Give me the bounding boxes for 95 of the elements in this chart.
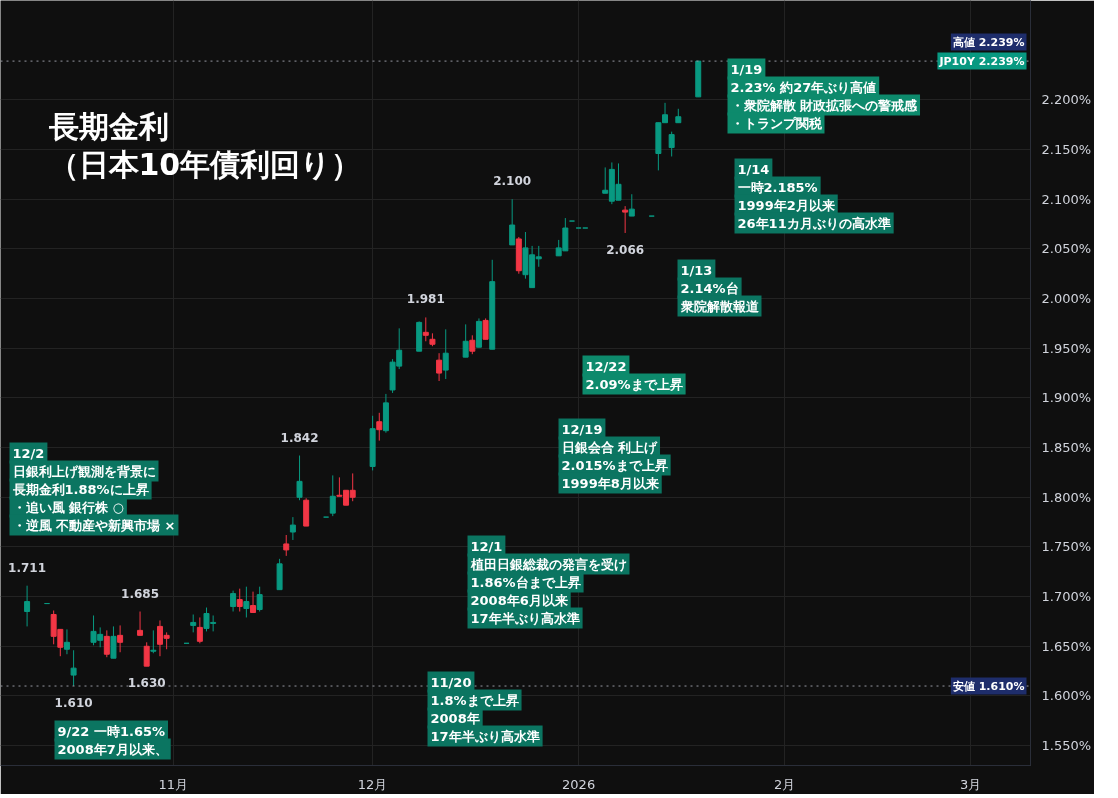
candlestick (137, 611, 144, 636)
annotation: 12/2 (12, 445, 45, 461)
x-tick-label: 11月 (158, 776, 189, 792)
annotation: 17年半ぶり高水準 (430, 728, 540, 744)
annotation: 2.23% 約27年ぶり高値 (730, 79, 877, 95)
candlestick (376, 412, 383, 442)
annotation: 1.685 (121, 586, 160, 601)
candlestick (442, 328, 449, 380)
annotation: 1.711 (8, 560, 47, 575)
ref-line-label: 安値 1.610% (952, 679, 1025, 693)
y-tick-label: 2.150% (1041, 142, 1092, 158)
x-tick-label: 2026 (562, 776, 596, 792)
annotation: 1/19 (730, 61, 763, 77)
text: （日本10年債利回り） (48, 146, 362, 182)
annotation: 12/1 (470, 538, 503, 554)
candlestick (243, 586, 250, 618)
annotation: 1.86%台まで上昇 (470, 574, 581, 590)
annotation: 1999年2月以来 (737, 197, 835, 213)
annotation: 17年半ぶり高水準 (470, 610, 580, 626)
candlestick (469, 334, 476, 355)
candlestick (622, 205, 629, 234)
annotation: 1.842 (280, 430, 319, 445)
y-tick-label: 1.700% (1041, 589, 1092, 605)
annotation: 一時2.185% (737, 179, 818, 195)
candlestick (256, 586, 263, 613)
candlestick (436, 352, 443, 382)
annotation: 9/22 一時1.65% (57, 723, 166, 739)
annotation: 1.610 (54, 696, 93, 711)
candlestick (196, 616, 203, 644)
y-tick-label: 1.850% (1041, 440, 1092, 456)
candlestick (70, 649, 77, 687)
annotation: 1.630 (127, 676, 166, 691)
x-tick-label: 2月 (773, 776, 796, 792)
candlestick (150, 629, 157, 654)
candlestick (230, 590, 237, 613)
annotation: 2.066 (606, 242, 645, 257)
candlestick (250, 591, 257, 613)
candlestick (482, 317, 489, 340)
annotation: 1999年8月以来 (561, 475, 659, 491)
candlestick (143, 641, 150, 667)
annotation: 高値 2.239% (952, 35, 1025, 49)
candlestick (668, 131, 675, 157)
y-tick-label: 2.050% (1041, 241, 1092, 257)
annotation: 2008年7月以来、 (57, 741, 168, 757)
y-tick-label: 1.950% (1041, 340, 1092, 356)
annotation: 1/14 (737, 161, 770, 177)
annotation: 長期金利1.88%に上昇 (11, 481, 149, 497)
annotation: 1.8%まで上昇 (430, 692, 519, 708)
y-tick-label: 2.000% (1041, 291, 1092, 307)
annotation: 26年11カ月ぶりの高水準 (737, 215, 891, 231)
y-tick-label: 1.900% (1041, 390, 1092, 406)
candlestick (628, 193, 635, 217)
annotation: ・衆院解散 財政拡張への警戒感 (730, 97, 919, 113)
annotation: 2.14%台 (680, 280, 739, 296)
y-tick-label: 2.200% (1041, 92, 1092, 108)
annotation: 2.09%まで上昇 (585, 376, 683, 392)
annotation: 2008年 (430, 710, 480, 726)
annotation: 2008年6月以来 (470, 592, 568, 608)
candlestick (422, 316, 429, 342)
candlestick (289, 516, 296, 541)
candlestick (63, 628, 70, 655)
y-tick-label: 1.750% (1041, 539, 1092, 555)
candlestick (296, 455, 303, 501)
annotation: 12/19 (561, 421, 603, 437)
candlestick (103, 629, 110, 658)
y-tick-label: 1.550% (1041, 738, 1092, 754)
candlestick (509, 198, 516, 246)
candlestick (329, 474, 336, 517)
annotation: 日銀利上げ観測を背景に (12, 463, 156, 479)
candlestick (24, 585, 31, 627)
annotation: 12/22 (585, 358, 627, 374)
ref-line-label: JP10Y 2.239% (938, 54, 1025, 68)
annotation: ・追い風 銀行株 ○ (12, 499, 124, 515)
candlestick (236, 588, 243, 613)
y-tick-label: 2.100% (1041, 191, 1092, 207)
annotation: 日銀会合 利上げ (561, 439, 659, 455)
annotation: 植田日銀総裁の発言を受け (469, 556, 627, 572)
text: 長期金利 (47, 108, 169, 144)
annotation: 1.981 (406, 292, 445, 307)
x-tick-label: 12月 (357, 776, 388, 792)
annotation: 11/20 (430, 674, 472, 690)
annotation: ・トランプ関税 (730, 115, 823, 131)
annotation: 1/13 (680, 262, 713, 278)
annotation: 2.015%まで上昇 (561, 457, 668, 473)
y-tick-label: 1.800% (1041, 489, 1092, 505)
candlestick (117, 624, 124, 653)
candlestick (110, 625, 117, 659)
candlestick (462, 323, 469, 358)
annotation: 2.100 (493, 174, 532, 189)
annotation: 衆院解散報道 (679, 298, 760, 314)
x-tick-label: 3月 (960, 776, 982, 792)
y-tick-label: 1.600% (1041, 688, 1092, 704)
y-tick-label: 1.650% (1041, 638, 1092, 654)
annotation: ・逆風 不動産や新興市場 × (12, 517, 176, 533)
candlestick (283, 534, 290, 557)
